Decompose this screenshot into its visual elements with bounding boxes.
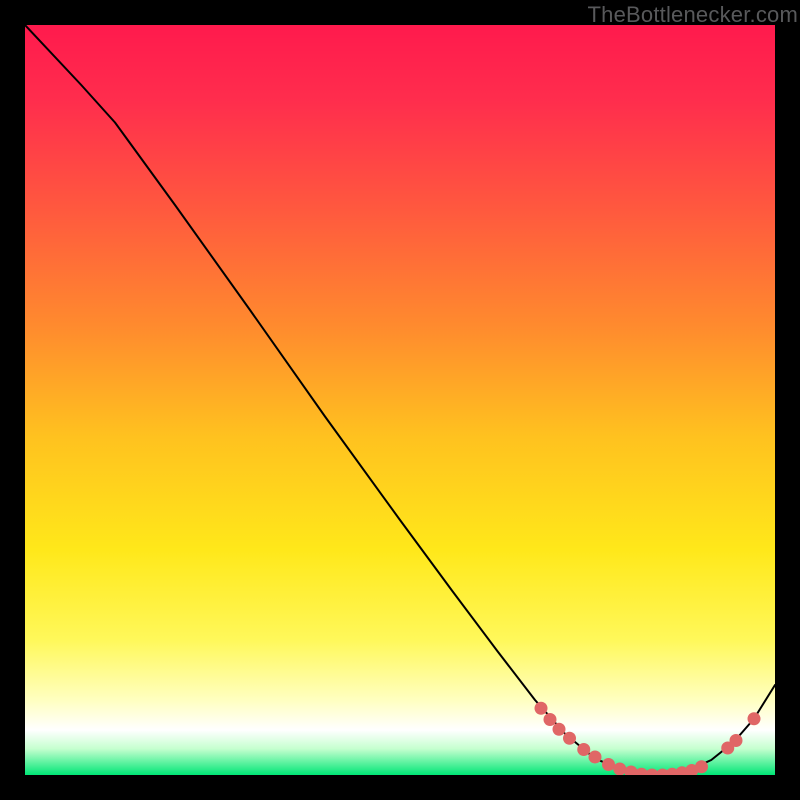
chart-frame: TheBottlenecker.com: [0, 0, 800, 800]
data-marker: [589, 751, 602, 764]
watermark-text: TheBottlenecker.com: [588, 2, 798, 28]
data-marker: [544, 713, 557, 726]
plot-area: [25, 25, 775, 775]
data-marker: [730, 734, 743, 747]
data-marker: [563, 732, 576, 745]
data-marker: [748, 712, 761, 725]
data-marker: [602, 758, 615, 771]
data-marker: [535, 702, 548, 715]
data-marker: [577, 743, 590, 756]
chart-svg: [25, 25, 775, 775]
data-marker: [613, 763, 626, 776]
chart-background: [25, 25, 775, 775]
data-marker: [553, 723, 566, 736]
data-marker: [695, 760, 708, 773]
